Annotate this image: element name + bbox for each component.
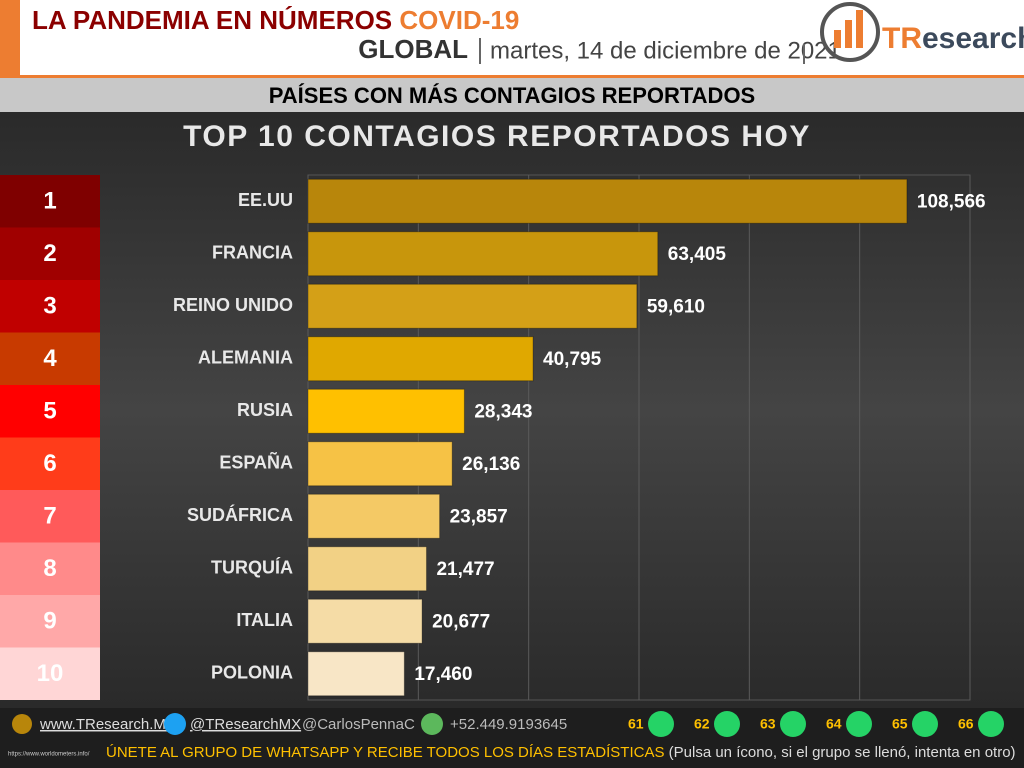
group-number[interactable]: 64 (826, 716, 842, 732)
header-rule (0, 75, 1024, 78)
rank-box (0, 175, 100, 228)
whatsapp-icon[interactable] (714, 711, 740, 737)
rank-box (0, 280, 100, 333)
y-tick-label: TURQUÍA (211, 557, 293, 578)
logo-bar (856, 10, 863, 48)
rank-label: 8 (43, 555, 56, 582)
footer-twitter2: @CarlosPennaC (302, 716, 415, 733)
y-tick-label: POLONIA (211, 663, 293, 683)
chart: 1 EE.UU 108,566 2 FRANCIA 63,405 3 REINO UNIDO 5… (0, 174, 986, 701)
y-tick-label: REINO UNIDO (173, 295, 293, 315)
rank-label: 1 (43, 188, 56, 215)
footer-phone: +52.449.9193645 (450, 716, 567, 733)
rank-box (0, 490, 100, 543)
whatsapp-icon[interactable] (780, 711, 806, 737)
rank-label: 3 (43, 293, 56, 320)
globe-icon (12, 714, 32, 734)
rank-label: 9 (43, 608, 56, 635)
bar (307, 651, 405, 697)
bar (307, 546, 427, 592)
bar (307, 231, 659, 277)
header-bg (0, 0, 1024, 75)
bar (307, 441, 453, 487)
value-label: 23,857 (450, 506, 508, 527)
value-label: 63,405 (668, 244, 727, 265)
header-date: martes, 14 de diciembre de 2021 (490, 37, 841, 64)
rank-box (0, 332, 100, 385)
rank-label: 6 (43, 450, 56, 477)
y-tick-label: EE.UU (238, 190, 293, 210)
value-label: 26,136 (462, 454, 520, 475)
bar (307, 283, 638, 329)
rank-box (0, 385, 100, 438)
value-label: 20,677 (432, 611, 490, 632)
banner: PAÍSES CON MÁS CONTAGIOS REPORTADOS (269, 83, 755, 108)
value-label: 21,477 (436, 559, 494, 580)
footer-cta: ÚNETE AL GRUPO DE WHATSAPP Y RECIBE TODO… (106, 744, 1016, 761)
footer-website[interactable]: www.TResearch.Mx (39, 716, 174, 733)
value-label: 108,566 (917, 191, 986, 212)
rank-label: 4 (43, 345, 57, 372)
y-tick-label: ESPAÑA (219, 452, 293, 473)
group-number[interactable]: 61 (628, 716, 644, 732)
logo-bar (834, 30, 841, 48)
bar (307, 178, 908, 224)
bar (307, 493, 441, 539)
group-number[interactable]: 66 (958, 716, 974, 732)
group-number[interactable]: 62 (694, 716, 710, 732)
group-number[interactable]: 63 (760, 716, 776, 732)
y-tick-label: RUSIA (237, 400, 293, 420)
rank-box (0, 227, 100, 280)
rank-box (0, 437, 100, 490)
y-tick-label: SUDÁFRICA (187, 504, 293, 525)
value-label: 17,460 (414, 664, 472, 685)
bar (307, 388, 465, 434)
rank-box (0, 595, 100, 648)
group-links: 61 62 63 64 65 66 (628, 711, 1004, 737)
rank-box (0, 542, 100, 595)
rank-label: 10 (37, 660, 64, 687)
y-tick-label: ALEMANIA (198, 348, 293, 368)
rank-label: 7 (43, 503, 56, 530)
value-label: 59,610 (647, 296, 705, 317)
whatsapp-icon[interactable] (648, 711, 674, 737)
header-scope: GLOBAL (358, 34, 468, 64)
group-number[interactable]: 65 (892, 716, 908, 732)
rank-label: 2 (43, 240, 56, 267)
logo-bar (845, 20, 852, 48)
whatsapp-icon[interactable] (978, 711, 1004, 737)
footer-twitter[interactable]: @TResearchMX (190, 716, 301, 733)
twitter-icon (164, 713, 186, 735)
bar (307, 336, 534, 382)
whatsapp-icon[interactable] (846, 711, 872, 737)
header-accent (0, 0, 20, 75)
y-tick-label: FRANCIA (212, 243, 293, 263)
footer-source: https://www.worldometers.info/ (8, 752, 90, 758)
whatsapp-icon[interactable] (912, 711, 938, 737)
phone-icon (421, 713, 443, 735)
header-title: LA PANDEMIA EN NÚMEROS COVID-19 (32, 5, 519, 35)
value-label: 40,795 (543, 349, 602, 370)
bar (307, 598, 423, 644)
logo: TResearch (882, 22, 1024, 55)
value-label: 28,343 (474, 401, 532, 422)
chart-title: TOP 10 CONTAGIOS REPORTADOS HOY (183, 120, 811, 153)
rank-box (0, 647, 100, 700)
y-tick-label: ITALIA (236, 610, 293, 630)
banner-bg (0, 78, 1024, 112)
logo-ring (820, 2, 880, 62)
rank-label: 5 (43, 398, 56, 425)
